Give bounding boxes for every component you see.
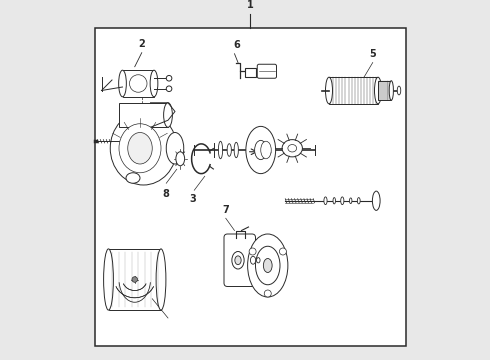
Ellipse shape [261,141,271,159]
Ellipse shape [119,124,161,173]
Ellipse shape [156,249,166,310]
Ellipse shape [247,234,288,297]
Ellipse shape [325,77,333,104]
Text: 1: 1 [247,0,254,10]
Ellipse shape [119,70,126,97]
Ellipse shape [166,132,184,164]
Ellipse shape [232,252,244,269]
Text: 6: 6 [233,40,240,50]
Ellipse shape [374,77,382,104]
Ellipse shape [324,197,327,204]
Circle shape [249,248,256,255]
Bar [122,70,154,97]
Ellipse shape [176,152,185,166]
Ellipse shape [264,258,272,273]
Ellipse shape [257,258,260,263]
Circle shape [166,86,172,91]
Bar [378,81,392,100]
Ellipse shape [110,112,177,185]
Bar [119,103,168,127]
Bar [329,77,378,104]
Ellipse shape [250,256,256,264]
Ellipse shape [150,70,158,97]
Text: 4: 4 [264,147,271,157]
Bar [245,68,255,77]
Ellipse shape [234,142,238,158]
Ellipse shape [341,197,344,204]
Ellipse shape [103,249,113,310]
Ellipse shape [126,173,140,183]
Ellipse shape [227,144,231,156]
Ellipse shape [235,256,241,265]
Ellipse shape [372,191,380,210]
FancyBboxPatch shape [257,64,276,78]
Ellipse shape [288,144,296,152]
Ellipse shape [128,132,152,164]
Ellipse shape [389,81,393,100]
Bar [95,27,406,346]
Circle shape [132,277,138,282]
Text: 2: 2 [138,39,145,49]
Text: 3: 3 [189,194,196,204]
Circle shape [264,290,271,297]
Ellipse shape [397,86,401,95]
Text: 5: 5 [369,49,376,59]
Circle shape [166,76,172,81]
Ellipse shape [357,198,360,204]
Text: 7: 7 [222,205,229,215]
Bar [108,249,161,310]
Text: 8: 8 [163,189,170,198]
FancyBboxPatch shape [224,234,255,287]
Ellipse shape [255,246,280,285]
Ellipse shape [129,75,147,92]
Ellipse shape [246,126,275,174]
Ellipse shape [333,198,336,204]
Ellipse shape [219,141,222,159]
Ellipse shape [282,140,302,157]
Ellipse shape [164,103,172,127]
Ellipse shape [255,140,267,159]
Circle shape [279,248,287,255]
Ellipse shape [349,198,352,203]
